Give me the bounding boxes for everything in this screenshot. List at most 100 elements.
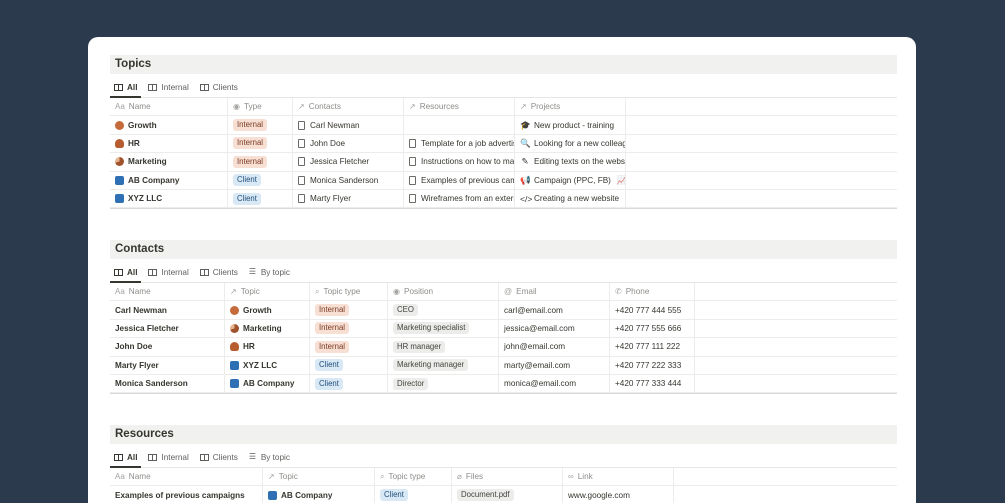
contact-phone-cell[interactable]: +420 777 333 444 (610, 374, 695, 393)
col-header-topic[interactable]: ↗ Topic (225, 283, 310, 301)
contact-position-cell[interactable]: HR manager (388, 338, 499, 356)
col-header-contacts[interactable]: ↗ Contacts (293, 98, 404, 116)
contact-position-cell[interactable]: Marketing specialist (388, 319, 499, 338)
table-row[interactable]: John Doe HR Internal HR manager john@email.c… (110, 338, 897, 357)
table-row[interactable]: Carl Newman Growth Internal CEO carl@email.c… (110, 301, 897, 320)
table-row[interactable]: Examples of previous campaigns AB Company… (110, 486, 897, 503)
topic-type-cell[interactable]: Internal (228, 153, 293, 171)
table-row[interactable]: Marketing Internal Jessica Fletcher Instruc… (110, 153, 897, 172)
contact-position-cell[interactable]: Director (388, 374, 499, 393)
topic-type-cell[interactable]: Client (228, 189, 293, 208)
col-header-resources[interactable]: ↗ Resources (404, 98, 515, 116)
topic-type-cell[interactable]: Client (228, 171, 293, 189)
topic-project-cell[interactable]: ✎ Editing texts on the website (515, 153, 626, 171)
contact-topic-type-cell[interactable]: Client (310, 374, 388, 393)
col-header-email[interactable]: @ Email (499, 283, 610, 301)
topic-name-cell[interactable]: AB Company (110, 171, 228, 189)
resources-tab-by-topic[interactable]: ☰ By topic (248, 452, 290, 462)
contact-topic-cell[interactable]: Marketing (225, 319, 310, 338)
table-icon (114, 268, 123, 276)
topic-resource-cell[interactable]: Examples of previous camp (404, 171, 515, 189)
topics-tab-internal[interactable]: Internal (148, 77, 189, 97)
contact-phone-cell[interactable]: +420 777 555 666 (610, 319, 695, 338)
topic-project-cell[interactable]: </> Creating a new website (515, 189, 626, 208)
col-header-name[interactable]: Aa Name (110, 468, 263, 486)
resources-tab-internal[interactable]: Internal (148, 447, 189, 467)
topic-type-cell[interactable]: Internal (228, 134, 293, 153)
resource-files-cell[interactable]: Document.pdf (452, 486, 563, 503)
table-row[interactable]: Marty Flyer XYZ LLC Client Marketing manage… (110, 356, 897, 375)
contacts-tab-internal[interactable]: Internal (148, 262, 189, 282)
col-header-name[interactable]: Aa Name (110, 98, 228, 116)
topic-name-cell[interactable]: Marketing (110, 153, 228, 171)
contacts-tab-all[interactable]: All (109, 262, 143, 283)
contact-topic-type-cell[interactable]: Internal (310, 319, 388, 338)
topic-resource-cell[interactable]: Instructions on how to ma (404, 153, 515, 171)
resource-topic-cell[interactable]: AB Company (263, 486, 375, 503)
col-header-name[interactable]: Aa Name (110, 283, 225, 301)
contact-email-cell[interactable]: monica@email.com (499, 374, 610, 393)
topic-contact-cell[interactable]: John Doe (293, 134, 404, 153)
topic-type-cell[interactable]: Internal (228, 116, 293, 134)
contact-email-cell[interactable]: marty@email.com (499, 356, 610, 374)
contact-email-cell[interactable]: carl@email.com (499, 301, 610, 319)
topic-name-cell[interactable]: XYZ LLC (110, 189, 228, 208)
topic-contact-cell[interactable]: Monica Sanderson (293, 171, 404, 189)
resources-tab-all[interactable]: All (109, 447, 143, 468)
contact-name-cell[interactable]: John Doe (110, 338, 225, 356)
contact-topic-cell[interactable]: Growth (225, 301, 310, 319)
resource-link-cell[interactable]: www.google.com (563, 486, 674, 503)
contact-topic-type-cell[interactable]: Internal (310, 301, 388, 319)
table-row[interactable]: Monica Sanderson AB Company Client Director… (110, 374, 897, 394)
contact-phone-cell[interactable]: +420 777 444 555 (610, 301, 695, 319)
contact-phone-cell[interactable]: +420 777 222 333 (610, 356, 695, 374)
topic-name-cell[interactable]: Growth (110, 116, 228, 134)
resources-tab-clients[interactable]: Clients (199, 447, 238, 467)
col-header-phone[interactable]: ✆ Phone (610, 283, 695, 301)
col-header-topic-type[interactable]: ⌕ Topic type (310, 283, 388, 301)
topic-project-cell[interactable]: 📢Campaign (PPC, FB)📈S (515, 171, 626, 189)
topic-resource-cell[interactable]: Wireframes from an extern (404, 189, 515, 208)
contact-email-cell[interactable]: john@email.com (499, 338, 610, 356)
table-row[interactable]: HR Internal John Doe Template for a job adv… (110, 134, 897, 154)
contact-topic-cell[interactable]: HR (225, 338, 310, 356)
col-header-topic[interactable]: ↗ Topic (263, 468, 375, 486)
contact-phone-cell[interactable]: +420 777 111 222 (610, 338, 695, 356)
contacts-tab-by-topic[interactable]: ☰ By topic (248, 267, 290, 277)
topic-project-cell[interactable]: 🎓 New product - training (515, 116, 626, 134)
table-row[interactable]: Growth Internal Carl Newman 🎓 New product - … (110, 116, 897, 135)
contacts-tab-clients[interactable]: Clients (199, 262, 238, 282)
topic-resource-cell[interactable]: Template for a job advertis (404, 134, 515, 153)
type-tag: Internal (315, 322, 350, 335)
col-header-link[interactable]: ∞ Link (563, 468, 674, 486)
topics-tab-all[interactable]: All (109, 77, 143, 98)
table-row[interactable]: AB Company Client Monica Sanderson Examples… (110, 171, 897, 190)
contact-topic-cell[interactable]: XYZ LLC (225, 356, 310, 374)
contact-email-cell[interactable]: jessica@email.com (499, 319, 610, 338)
resource-name-cell[interactable]: Examples of previous campaigns (110, 486, 263, 503)
topics-tab-clients[interactable]: Clients (199, 77, 238, 97)
col-header-files[interactable]: ⌀ Files (452, 468, 563, 486)
topic-project-cell[interactable]: 🔍 Looking for a new colleague (515, 134, 626, 153)
contact-name-cell[interactable]: Marty Flyer (110, 356, 225, 374)
resource-topic-type-cell[interactable]: Client (375, 486, 452, 503)
contact-name-cell[interactable]: Carl Newman (110, 301, 225, 319)
contact-topic-type-cell[interactable]: Internal (310, 338, 388, 356)
topic-contact-cell[interactable]: Carl Newman (293, 116, 404, 134)
col-header-position[interactable]: ◉ Position (388, 283, 499, 301)
topic-contact-cell[interactable]: Marty Flyer (293, 189, 404, 208)
contact-name-cell[interactable]: Jessica Fletcher (110, 319, 225, 338)
topic-resource-cell[interactable] (404, 116, 515, 134)
col-header-type[interactable]: ◉ Type (228, 98, 293, 116)
topic-contact-cell[interactable]: Jessica Fletcher (293, 153, 404, 171)
table-row[interactable]: XYZ LLC Client Marty Flyer Wireframes from … (110, 189, 897, 209)
col-header-topic-type[interactable]: ⌕ Topic type (375, 468, 452, 486)
topic-name-cell[interactable]: HR (110, 134, 228, 153)
contact-position-cell[interactable]: Marketing manager (388, 356, 499, 374)
contact-name-cell[interactable]: Monica Sanderson (110, 374, 225, 393)
contact-topic-type-cell[interactable]: Client (310, 356, 388, 374)
contact-position-cell[interactable]: CEO (388, 301, 499, 319)
col-header-projects[interactable]: ↗ Projects (515, 98, 626, 116)
contact-topic-cell[interactable]: AB Company (225, 374, 310, 393)
table-row[interactable]: Jessica Fletcher Marketing Internal Marketi… (110, 319, 897, 339)
